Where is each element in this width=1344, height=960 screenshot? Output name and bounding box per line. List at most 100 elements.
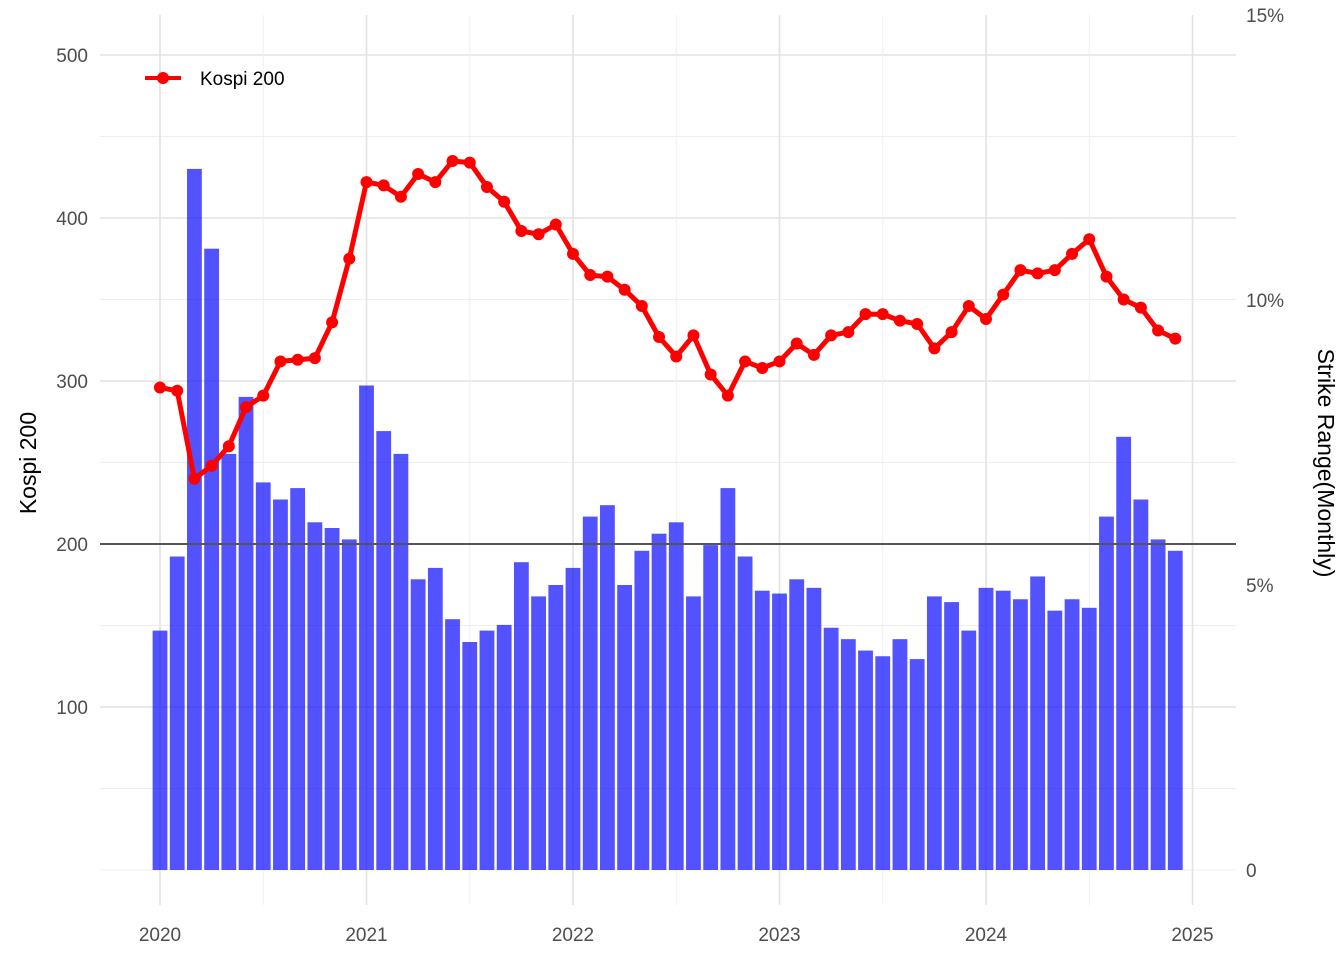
point-kospi-200 <box>222 440 235 453</box>
left-axis-tick-label: 500 <box>56 46 88 67</box>
point-kospi-200 <box>756 361 769 374</box>
bar-strike-range <box>772 593 787 870</box>
point-kospi-200 <box>1014 264 1027 277</box>
bar-strike-range <box>668 522 684 870</box>
bar-strike-range <box>152 630 168 870</box>
bar-strike-range <box>978 587 994 870</box>
x-axis-tick-label: 2024 <box>965 925 1008 946</box>
point-kospi-200 <box>480 181 493 194</box>
bar-strike-range <box>1133 499 1149 870</box>
point-kospi-200 <box>394 190 407 203</box>
bar-strike-range <box>445 619 460 870</box>
right-axis-tick-label: 10% <box>1246 291 1284 312</box>
point-kospi-200 <box>188 472 201 485</box>
bar-strike-range <box>806 587 822 870</box>
bar-strike-range <box>720 488 736 870</box>
point-kospi-200 <box>1066 247 1079 260</box>
point-kospi-200 <box>154 381 166 394</box>
bar-strike-range <box>204 248 220 870</box>
point-kospi-200 <box>549 218 562 231</box>
point-kospi-200 <box>515 225 528 238</box>
bar-strike-range <box>926 596 942 870</box>
point-kospi-200 <box>567 247 579 260</box>
bar-strike-range <box>944 602 959 870</box>
point-kospi-200 <box>308 352 321 365</box>
bar-strike-range <box>255 482 271 870</box>
point-kospi-200 <box>859 308 872 321</box>
point-kospi-200 <box>687 329 700 342</box>
point-kospi-200 <box>670 350 683 363</box>
point-kospi-200 <box>1100 270 1113 283</box>
point-kospi-200 <box>171 384 184 397</box>
x-axis-tick-label: 2021 <box>345 925 387 946</box>
bar-strike-range <box>548 585 564 870</box>
point-kospi-200 <box>274 355 287 368</box>
point-kospi-200 <box>532 228 545 241</box>
bar-strike-range <box>703 545 719 870</box>
point-kospi-200 <box>807 348 820 361</box>
bar-strike-range <box>324 528 340 870</box>
legend-swatch-point <box>157 72 169 84</box>
point-kospi-200 <box>928 342 941 355</box>
bar-strike-range <box>169 556 185 870</box>
axis-layer: 100 200 300 400 500 0 5% 10% 15% 2020 2021 2022 2023… <box>56 6 1284 946</box>
point-kospi-200 <box>842 326 855 339</box>
point-kospi-200 <box>429 176 442 189</box>
point-kospi-200 <box>601 270 614 283</box>
bar-strike-range <box>737 556 753 870</box>
point-kospi-200 <box>704 368 717 381</box>
line-kospi-200 <box>157 158 1178 482</box>
point-kospi-200 <box>257 389 270 402</box>
bar-strike-range <box>238 396 254 870</box>
right-axis-tick-label: 0 <box>1246 861 1257 882</box>
point-kospi-200 <box>291 353 304 366</box>
point-kospi-200 <box>1048 264 1061 277</box>
bar-strike-range <box>427 567 443 870</box>
left-axis-tick-label: 300 <box>56 372 88 393</box>
point-kospi-200 <box>721 389 734 402</box>
bar-strike-range <box>875 656 891 870</box>
left-axis-tick-label: 200 <box>56 535 88 556</box>
legend-label-kospi-200: Kospi 200 <box>200 69 285 90</box>
point-kospi-200 <box>360 176 373 189</box>
bar-strike-range <box>892 639 908 870</box>
point-kospi-200 <box>1152 324 1165 337</box>
point-kospi-200 <box>945 326 958 339</box>
point-kospi-200 <box>825 329 838 342</box>
bar-strike-range <box>789 579 805 870</box>
bar-strike-range <box>513 562 529 870</box>
point-kospi-200 <box>773 355 786 368</box>
bar-strike-range <box>634 550 650 870</box>
x-axis-tick-label: 2022 <box>552 925 594 946</box>
bar-strike-range <box>496 624 512 870</box>
point-kospi-200 <box>412 167 425 180</box>
bar-strike-range <box>909 659 925 870</box>
point-kospi-200 <box>498 195 511 208</box>
point-kospi-200 <box>1083 233 1096 246</box>
bar-strike-range <box>651 533 667 870</box>
bar-strike-range <box>1081 607 1097 870</box>
bar-strike-range <box>1150 539 1166 870</box>
right-axis-title: Strike Range(Monthly) <box>1313 349 1339 578</box>
bar-strike-range <box>1167 550 1183 870</box>
point-kospi-200 <box>1117 293 1130 306</box>
x-axis-tick-label: 2023 <box>758 925 800 946</box>
bar-strike-range <box>840 639 856 870</box>
point-kospi-200 <box>876 308 889 321</box>
line-layer <box>154 154 1182 485</box>
bar-strike-range <box>582 516 598 870</box>
bar-strike-range <box>341 539 357 870</box>
bar-strike-range <box>307 522 323 870</box>
bar-strike-range <box>617 585 633 870</box>
bar-strike-range <box>754 590 770 870</box>
point-kospi-200 <box>240 401 253 414</box>
point-kospi-200 <box>653 330 666 343</box>
bar-strike-range <box>600 505 615 870</box>
bar-strike-range <box>961 630 977 870</box>
point-kospi-200 <box>1134 301 1147 314</box>
point-kospi-200 <box>463 156 476 169</box>
bar-strike-range <box>1047 610 1063 870</box>
bar-strike-range <box>531 596 546 870</box>
